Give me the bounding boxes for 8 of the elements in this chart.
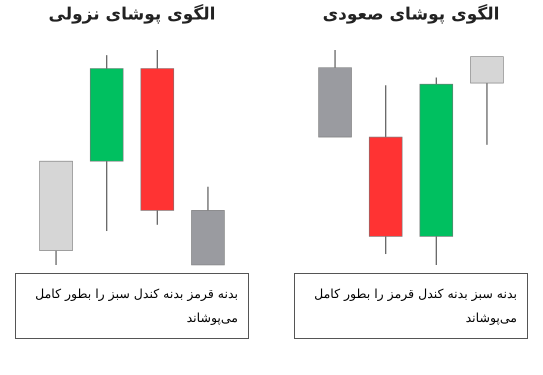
candlestick: [420, 76, 454, 266]
candlestick: [90, 54, 124, 232]
chart-title: الگوی پوشای نزولی: [48, 3, 216, 24]
chart-title: الگوی پوشای صعودی: [322, 3, 500, 24]
candlestick: [368, 84, 402, 255]
text: بدنه قرمز بدنه کندل سبز را بطور کامل می‌پوشاند: [15, 273, 249, 339]
text: بدنه سبز بدنه کندل قرمز را بطور کامل می‌پوشاند: [294, 273, 528, 339]
candlestick: [140, 49, 174, 226]
